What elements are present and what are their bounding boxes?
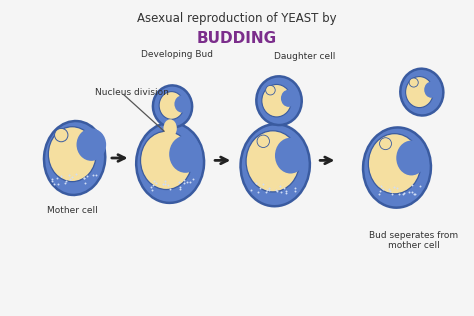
Text: Bud seperates from
mother cell: Bud seperates from mother cell [369, 231, 458, 251]
Ellipse shape [241, 124, 310, 206]
Ellipse shape [140, 131, 192, 190]
Ellipse shape [396, 141, 427, 175]
Ellipse shape [256, 76, 302, 125]
Ellipse shape [262, 84, 292, 117]
Ellipse shape [363, 127, 431, 208]
Ellipse shape [164, 119, 177, 137]
Ellipse shape [424, 82, 438, 98]
Text: Asexual reproduction of YEAST by: Asexual reproduction of YEAST by [137, 12, 337, 25]
Ellipse shape [246, 131, 300, 192]
Text: Developing Bud: Developing Bud [141, 50, 213, 59]
Ellipse shape [44, 121, 105, 195]
Text: Nucleus division: Nucleus division [95, 88, 169, 97]
Ellipse shape [136, 123, 204, 203]
Ellipse shape [257, 135, 270, 148]
Ellipse shape [169, 136, 201, 173]
Ellipse shape [174, 95, 190, 112]
Text: BUDDING: BUDDING [197, 31, 277, 46]
Ellipse shape [401, 69, 443, 115]
Ellipse shape [55, 128, 68, 142]
Text: Daughter cell: Daughter cell [274, 52, 336, 61]
Ellipse shape [265, 85, 275, 95]
Text: Mother cell: Mother cell [47, 206, 98, 215]
Ellipse shape [48, 127, 96, 182]
Ellipse shape [153, 85, 192, 127]
Ellipse shape [281, 90, 296, 107]
Ellipse shape [406, 76, 433, 108]
Ellipse shape [76, 128, 106, 161]
Ellipse shape [275, 138, 306, 173]
Ellipse shape [368, 134, 421, 194]
Ellipse shape [159, 92, 184, 119]
Ellipse shape [409, 78, 418, 87]
Ellipse shape [380, 138, 392, 150]
